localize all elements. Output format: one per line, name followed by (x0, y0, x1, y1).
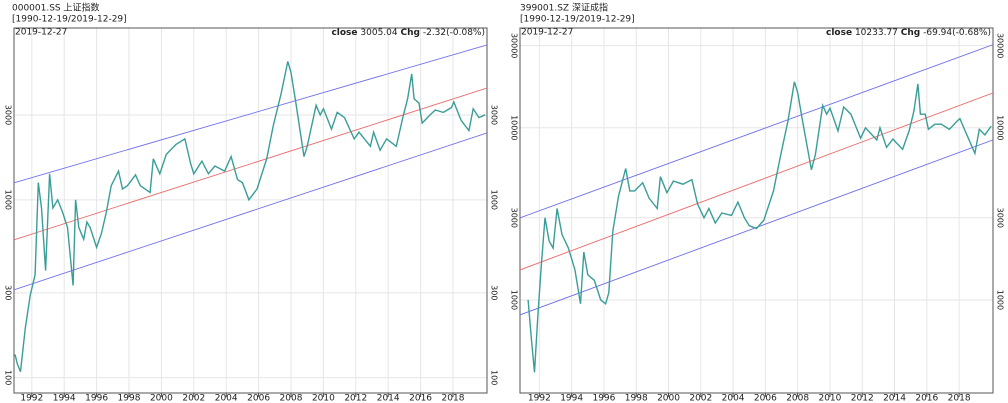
channel-line (520, 139, 993, 316)
chart-subtitle: [1990-12-19/2019-12-29] (520, 15, 635, 25)
channel-line (14, 87, 487, 241)
x-tick-label: 2018 (948, 394, 971, 403)
x-tick-label: 2000 (150, 394, 173, 403)
x-tick-label: 2008 (786, 394, 809, 403)
channel-line (520, 44, 993, 219)
y-tick-label: 10000 (996, 115, 1005, 140)
y-tick-label: 1000 (4, 190, 13, 210)
x-tick-label: 2012 (344, 394, 367, 403)
y-tick-label: 30000 (996, 33, 1005, 58)
y-tick-label: 1000 (490, 190, 499, 210)
y-tick-label: 100 (4, 370, 13, 385)
x-tick-label: 1994 (560, 394, 583, 403)
x-tick-label: 2010 (312, 394, 335, 403)
x-tick-label: 2016 (409, 394, 432, 403)
x-tick-label: 2002 (689, 394, 712, 403)
x-tick-label: 2006 (754, 394, 777, 403)
x-tick-label: 2018 (442, 394, 465, 403)
close-value: 3005.04 (360, 28, 397, 38)
y-tick-label: 3000 (490, 105, 499, 125)
x-tick-label: 2004 (722, 394, 745, 403)
x-tick-label: 2006 (247, 394, 270, 403)
x-tick-label: 2000 (657, 394, 680, 403)
channel-line (14, 132, 487, 291)
x-tick-label: 2008 (280, 394, 303, 403)
close-label: close (826, 28, 852, 38)
x-tick-label: 2014 (883, 394, 906, 403)
chg-value: -69.94(-0.68%) (923, 28, 991, 38)
y-tick-label: 3000 (510, 208, 519, 228)
x-tick-label: 1992 (20, 394, 43, 403)
y-tick-label: 300 (490, 285, 499, 300)
x-tick-label: 1996 (592, 394, 615, 403)
x-tick-label: 1994 (53, 394, 76, 403)
y-tick-label: 100 (490, 370, 499, 385)
x-tick-label: 2002 (182, 394, 205, 403)
channel-line (14, 44, 487, 184)
chart-title: 000001.SS 上证指数 (12, 2, 100, 14)
y-tick-label: 3000 (996, 208, 1005, 228)
y-tick-label: 300 (4, 285, 13, 300)
close-label: close (331, 28, 357, 38)
x-tick-label: 2010 (818, 394, 841, 403)
x-tick-label: 1996 (85, 394, 108, 403)
price-line (527, 81, 992, 373)
chg-label: Chg (401, 28, 420, 38)
date-label: 2019-12-27 (15, 28, 67, 38)
chg-label: Chg (901, 28, 920, 38)
y-tick-label: 1000 (996, 290, 1005, 310)
x-tick-label: 2016 (915, 394, 938, 403)
chart-subtitle: [1990-12-19/2019-12-29] (12, 15, 127, 25)
x-tick-label: 1998 (118, 394, 141, 403)
plot-frame (519, 27, 994, 394)
channel-line (520, 92, 993, 271)
plot-frame (13, 27, 488, 394)
y-tick-label: 3000 (4, 105, 13, 125)
close-value: 10233.77 (855, 28, 898, 38)
x-tick-label: 2012 (851, 394, 874, 403)
y-tick-label: 30000 (510, 33, 519, 58)
price-line (14, 61, 486, 372)
x-tick-label: 1998 (625, 394, 648, 403)
x-tick-label: 1992 (528, 394, 551, 403)
y-tick-label: 1000 (510, 290, 519, 310)
x-tick-label: 2014 (377, 394, 400, 403)
summary: close 3005.04 Chg -2.32(-0.08%) (331, 28, 485, 38)
chart-title: 399001.SZ 深证成指 (520, 2, 608, 14)
chg-value: -2.32(-0.08%) (423, 28, 485, 38)
summary: close 10233.77 Chg -69.94(-0.68%) (826, 28, 991, 38)
y-tick-label: 10000 (510, 115, 519, 140)
date-label: 2019-12-27 (521, 28, 573, 38)
x-tick-label: 2004 (215, 394, 238, 403)
